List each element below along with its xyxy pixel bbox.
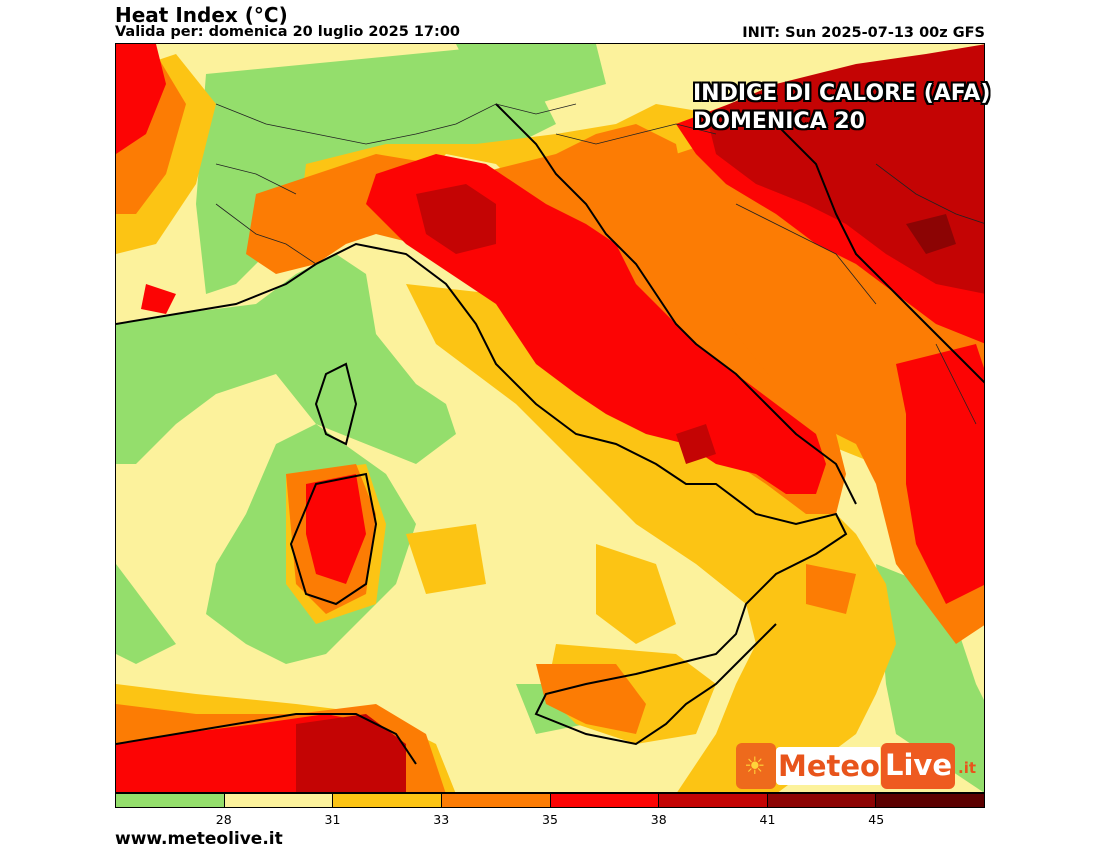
colorbar-swatch <box>659 794 768 807</box>
colorbar-swatch <box>441 794 551 807</box>
init-run: INIT: Sun 2025-07-13 00z GFS <box>742 25 985 41</box>
colorbar-tick-label: 45 <box>868 812 885 827</box>
colorbar-swatch <box>550 794 660 807</box>
valid-time: Valida per: domenica 20 luglio 2025 17:0… <box>115 24 460 40</box>
colorbar-swatch <box>876 794 984 807</box>
meteolive-logo: ☀ Meteo Live .it <box>736 743 976 789</box>
map-annotation: INDICE DI CALORE (AFA) DOMENICA 20 <box>693 80 990 136</box>
logo-tld: .it <box>958 759 977 777</box>
colorbar-tick-label: 35 <box>542 812 558 827</box>
colorbar-tick-label: 38 <box>650 812 667 827</box>
logo-live: Live <box>885 748 952 782</box>
colorbar-swatch <box>767 794 877 807</box>
annotation-line-2: DOMENICA 20 <box>693 109 865 134</box>
heat-index-map <box>115 43 985 793</box>
colorbar-swatch <box>224 794 334 807</box>
sun-icon: ☀ <box>736 743 776 789</box>
chart-title: Heat Index (°C) <box>115 3 288 27</box>
colorbar-swatch <box>333 794 442 807</box>
colorbar-tick-label: 41 <box>759 812 776 827</box>
colorbar <box>115 793 985 808</box>
logo-meteo: Meteo <box>778 749 880 783</box>
colorbar-tick-label: 28 <box>215 812 232 827</box>
colorbar-tick-label: 33 <box>433 812 450 827</box>
annotation-line-1: INDICE DI CALORE (AFA) <box>693 81 991 106</box>
colorbar-tick-label: 31 <box>324 812 341 827</box>
colorbar-swatch <box>116 794 225 807</box>
site-footer: www.meteolive.it <box>115 829 283 849</box>
